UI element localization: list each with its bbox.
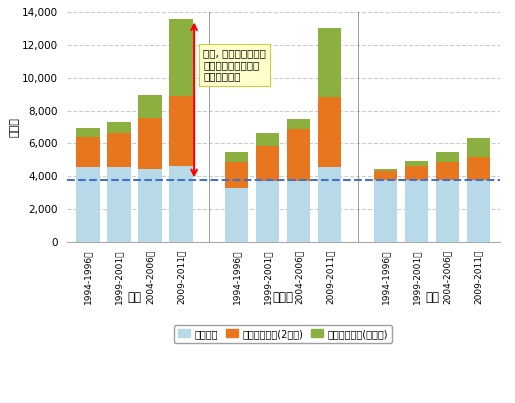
Bar — [318, 98, 341, 167]
Bar — [107, 122, 130, 133]
Bar — [467, 157, 490, 180]
Bar — [405, 166, 428, 180]
Bar — [287, 119, 311, 129]
Text: 日本: 日本 — [425, 291, 439, 304]
Bar — [405, 161, 428, 166]
Bar — [107, 167, 130, 242]
Bar — [138, 169, 162, 242]
Bar — [225, 152, 248, 162]
Bar — [436, 180, 459, 242]
Bar — [76, 137, 99, 167]
Bar — [287, 181, 311, 242]
Legend: 国内論文, 国際共著論文(2国間), 国際共著論文(多国間): 国内論文, 国際共著論文(2国間), 国際共著論文(多国間) — [175, 325, 392, 343]
Text: 英国, ドイツと日本の
論文数の差は国際共
著論文による: 英国, ドイツと日本の 論文数の差は国際共 著論文による — [203, 48, 266, 81]
Bar — [169, 96, 193, 166]
Text: 英国: 英国 — [127, 291, 142, 304]
Bar — [405, 180, 428, 242]
Text: ドイツ: ドイツ — [273, 291, 294, 304]
Bar — [467, 139, 490, 157]
Bar — [256, 146, 279, 181]
Bar — [76, 128, 99, 137]
Bar — [138, 118, 162, 169]
Bar — [318, 167, 341, 242]
Bar — [436, 152, 459, 162]
Bar — [318, 29, 341, 98]
Bar — [374, 169, 397, 171]
Bar — [225, 162, 248, 188]
Bar — [436, 162, 459, 180]
Bar — [169, 19, 193, 96]
Bar — [225, 188, 248, 242]
Bar — [107, 133, 130, 167]
Bar — [256, 181, 279, 242]
Bar — [76, 167, 99, 242]
Bar — [138, 95, 162, 118]
Bar — [374, 171, 397, 180]
Bar — [169, 166, 193, 242]
Y-axis label: （件）: （件） — [9, 117, 19, 137]
Bar — [287, 129, 311, 181]
Bar — [467, 180, 490, 242]
Bar — [256, 133, 279, 146]
Bar — [374, 180, 397, 242]
